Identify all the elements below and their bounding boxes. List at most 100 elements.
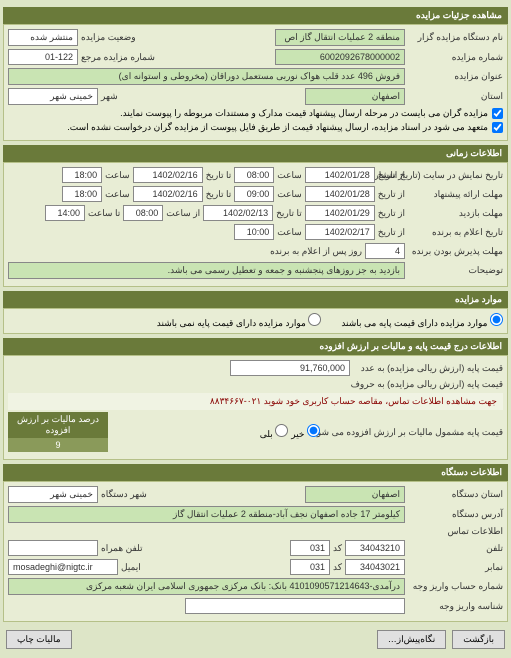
email-field: mosadeghi@nigtc.ir [8, 559, 118, 575]
has-base-radio[interactable] [490, 313, 503, 326]
org-contact-label: اطلاعات تماس [408, 526, 503, 537]
baseprice-panel: قیمت پایه (ارزش ریالی مزایده) به عدد 91,… [3, 355, 508, 460]
from-date-4: از تاریخ [378, 227, 405, 238]
deposit-id-field [185, 598, 405, 614]
timing-panel: تاریخ نمایش در سایت (تاریخ انتشار) از تا… [3, 162, 508, 287]
city-field: خمینی شهر [8, 88, 98, 105]
notes-label: توضیحات [408, 265, 503, 276]
to-date-1: تا تاریخ [206, 170, 232, 181]
display-to-d: 1402/02/16 [133, 167, 203, 183]
announce-t: 10:00 [234, 224, 274, 240]
from-time-3: از ساعت [166, 208, 200, 219]
fax-label: نمابر [408, 562, 503, 573]
visit-from-t: 08:00 [123, 205, 163, 221]
display-label: تاریخ نمایش در سایت (تاریخ انتشار) [408, 170, 503, 181]
announce-label: تاریخ اعلام به برنده [408, 227, 503, 238]
vat-yes-radio[interactable] [275, 424, 288, 437]
vat-pct-label: درصد مالیات بر ارزش افزوده [8, 412, 108, 438]
vat-no-radio[interactable] [307, 424, 320, 437]
time-1: ساعت [277, 170, 302, 181]
price-txt-label: قیمت پایه (ارزش ریالی مزایده) به حروف [353, 379, 503, 390]
org-panel: استان دستگاه اصفهان شهر دستگاه خمینی شهر… [3, 481, 508, 622]
vat-yes-option[interactable]: بلی [260, 424, 289, 440]
has-base-label: موارد مزایده دارای قیمت پایه می باشند [341, 318, 487, 328]
code-label-2: کد [333, 562, 342, 573]
deposit-id-label: شناسه واریز وجه [408, 601, 503, 612]
from-date-2: از تاریخ [378, 189, 405, 200]
to-date-3: تا تاریخ [276, 208, 302, 219]
email-label: ایمیل [121, 562, 141, 573]
fax-code: 031 [290, 559, 330, 575]
print-button[interactable]: مالیات چاپ [6, 630, 72, 649]
mobile-label: تلفن همراه [101, 543, 143, 554]
vat-no-option[interactable]: خیر [291, 424, 320, 440]
no-base-radio[interactable] [308, 313, 321, 326]
display-from-t: 08:00 [234, 167, 274, 183]
visit-to-t: 14:00 [45, 205, 85, 221]
vat-pct-value: 9 [8, 438, 108, 452]
section-timing-header: اطلاعات زمانی [3, 145, 508, 162]
back-button[interactable]: بازگشت [452, 630, 505, 649]
vat-yes-label: بلی [260, 429, 273, 439]
city-label: شهر [101, 91, 118, 102]
notes-field: بازدید به جز روزهای پنجشنبه و جمعه و تعط… [8, 262, 405, 279]
details-panel: نام دستگاه مزایده گزار منطقه 2 عملیات ان… [3, 24, 508, 141]
display-to-t: 18:00 [62, 167, 102, 183]
visit-from-d: 1402/01/29 [305, 205, 375, 221]
to-time-3: تا ساعت [88, 208, 120, 219]
to-date-2: تا تاریخ [206, 189, 232, 200]
province-field: اصفهان [305, 88, 405, 105]
org-name-field: منطقه 2 عملیات انتقال گاز اص [275, 29, 405, 46]
org-province-label: استان دستگاه [408, 489, 503, 500]
print-preview-button[interactable]: نگاه‌پیش‌از… [377, 630, 446, 649]
section-org-header: اطلاعات دستگاه [3, 464, 508, 481]
offer-from-d: 1402/01/28 [305, 186, 375, 202]
title-field: فروش 496 عدد قلب هواک نوربی مستعمل دوراق… [8, 68, 405, 85]
section-details-header: مشاهده جزئیات مزایده [3, 7, 508, 24]
accept-suffix: روز پس از اعلام به برنده [270, 246, 362, 257]
time-2: ساعت [277, 189, 302, 200]
no-file-req-label: متعهد می شود در اسناد مزایده، ارسال پیشن… [67, 122, 488, 133]
phone-code: 031 [290, 540, 330, 556]
org-address-label: آدرس دستگاه [408, 509, 503, 520]
org-name-label: نام دستگاه مزایده گزار [408, 32, 503, 43]
no-file-req-checkbox[interactable] [492, 122, 503, 133]
display-from-d: 1402/01/28 [305, 167, 375, 183]
auction-no-label: شماره مزایده [408, 52, 503, 63]
announce-d: 1402/02/17 [305, 224, 375, 240]
accept-days: 4 [365, 243, 405, 259]
time-2b: ساعت [105, 189, 130, 200]
vat-no-label: خیر [291, 429, 304, 439]
items-panel: موارد مزایده دارای قیمت پایه می باشند مو… [3, 308, 508, 334]
visit-to-d: 1402/02/13 [203, 205, 273, 221]
org-address-field: کیلومتر 17 جاده اصفهان نجف آباد-منطقه 2 … [8, 506, 405, 523]
attach-docs-checkbox[interactable] [492, 108, 503, 119]
offer-to-d: 1402/02/16 [133, 186, 203, 202]
phone-num: 34043210 [345, 540, 405, 556]
auction-no-field: 6002092678000002 [275, 49, 405, 65]
attach-docs-label: مزایده گران می بایست در مرحله ارسال پیشن… [120, 108, 488, 119]
province-label: استان [408, 91, 503, 102]
org-city-field: خمینی شهر [8, 486, 98, 503]
phone-label: تلفن [408, 543, 503, 554]
footer-buttons: بازگشت نگاه‌پیش‌از… مالیات چاپ [3, 624, 508, 655]
price-num-field: 91,760,000 [230, 360, 350, 376]
org-city-label: شهر دستگاه [101, 489, 147, 500]
ref-no-field: 01-122 [8, 49, 78, 65]
title-label: عنوان مزایده [408, 71, 503, 82]
time-4: ساعت [277, 227, 302, 238]
section-items-header: موارد مزایده [3, 291, 508, 308]
has-base-option[interactable]: موارد مزایده دارای قیمت پایه می باشند [341, 313, 503, 329]
status-field: منتشر شده [8, 29, 78, 46]
fax-num: 34043021 [345, 559, 405, 575]
code-label-1: کد [333, 543, 342, 554]
account-label: شماره حساب واریز وجه [408, 581, 503, 592]
status-label: وضعیت مزایده [81, 32, 136, 43]
ref-no-label: شماره مزایده مرجع [81, 52, 155, 63]
no-base-option[interactable]: موارد مزایده دارای قیمت پایه نمی باشند [157, 313, 322, 329]
org-province-field: اصفهان [305, 486, 405, 503]
offer-from-t: 09:00 [234, 186, 274, 202]
offer-to-t: 18:00 [62, 186, 102, 202]
from-date-3: از تاریخ [378, 208, 405, 219]
mobile-field [8, 540, 98, 556]
